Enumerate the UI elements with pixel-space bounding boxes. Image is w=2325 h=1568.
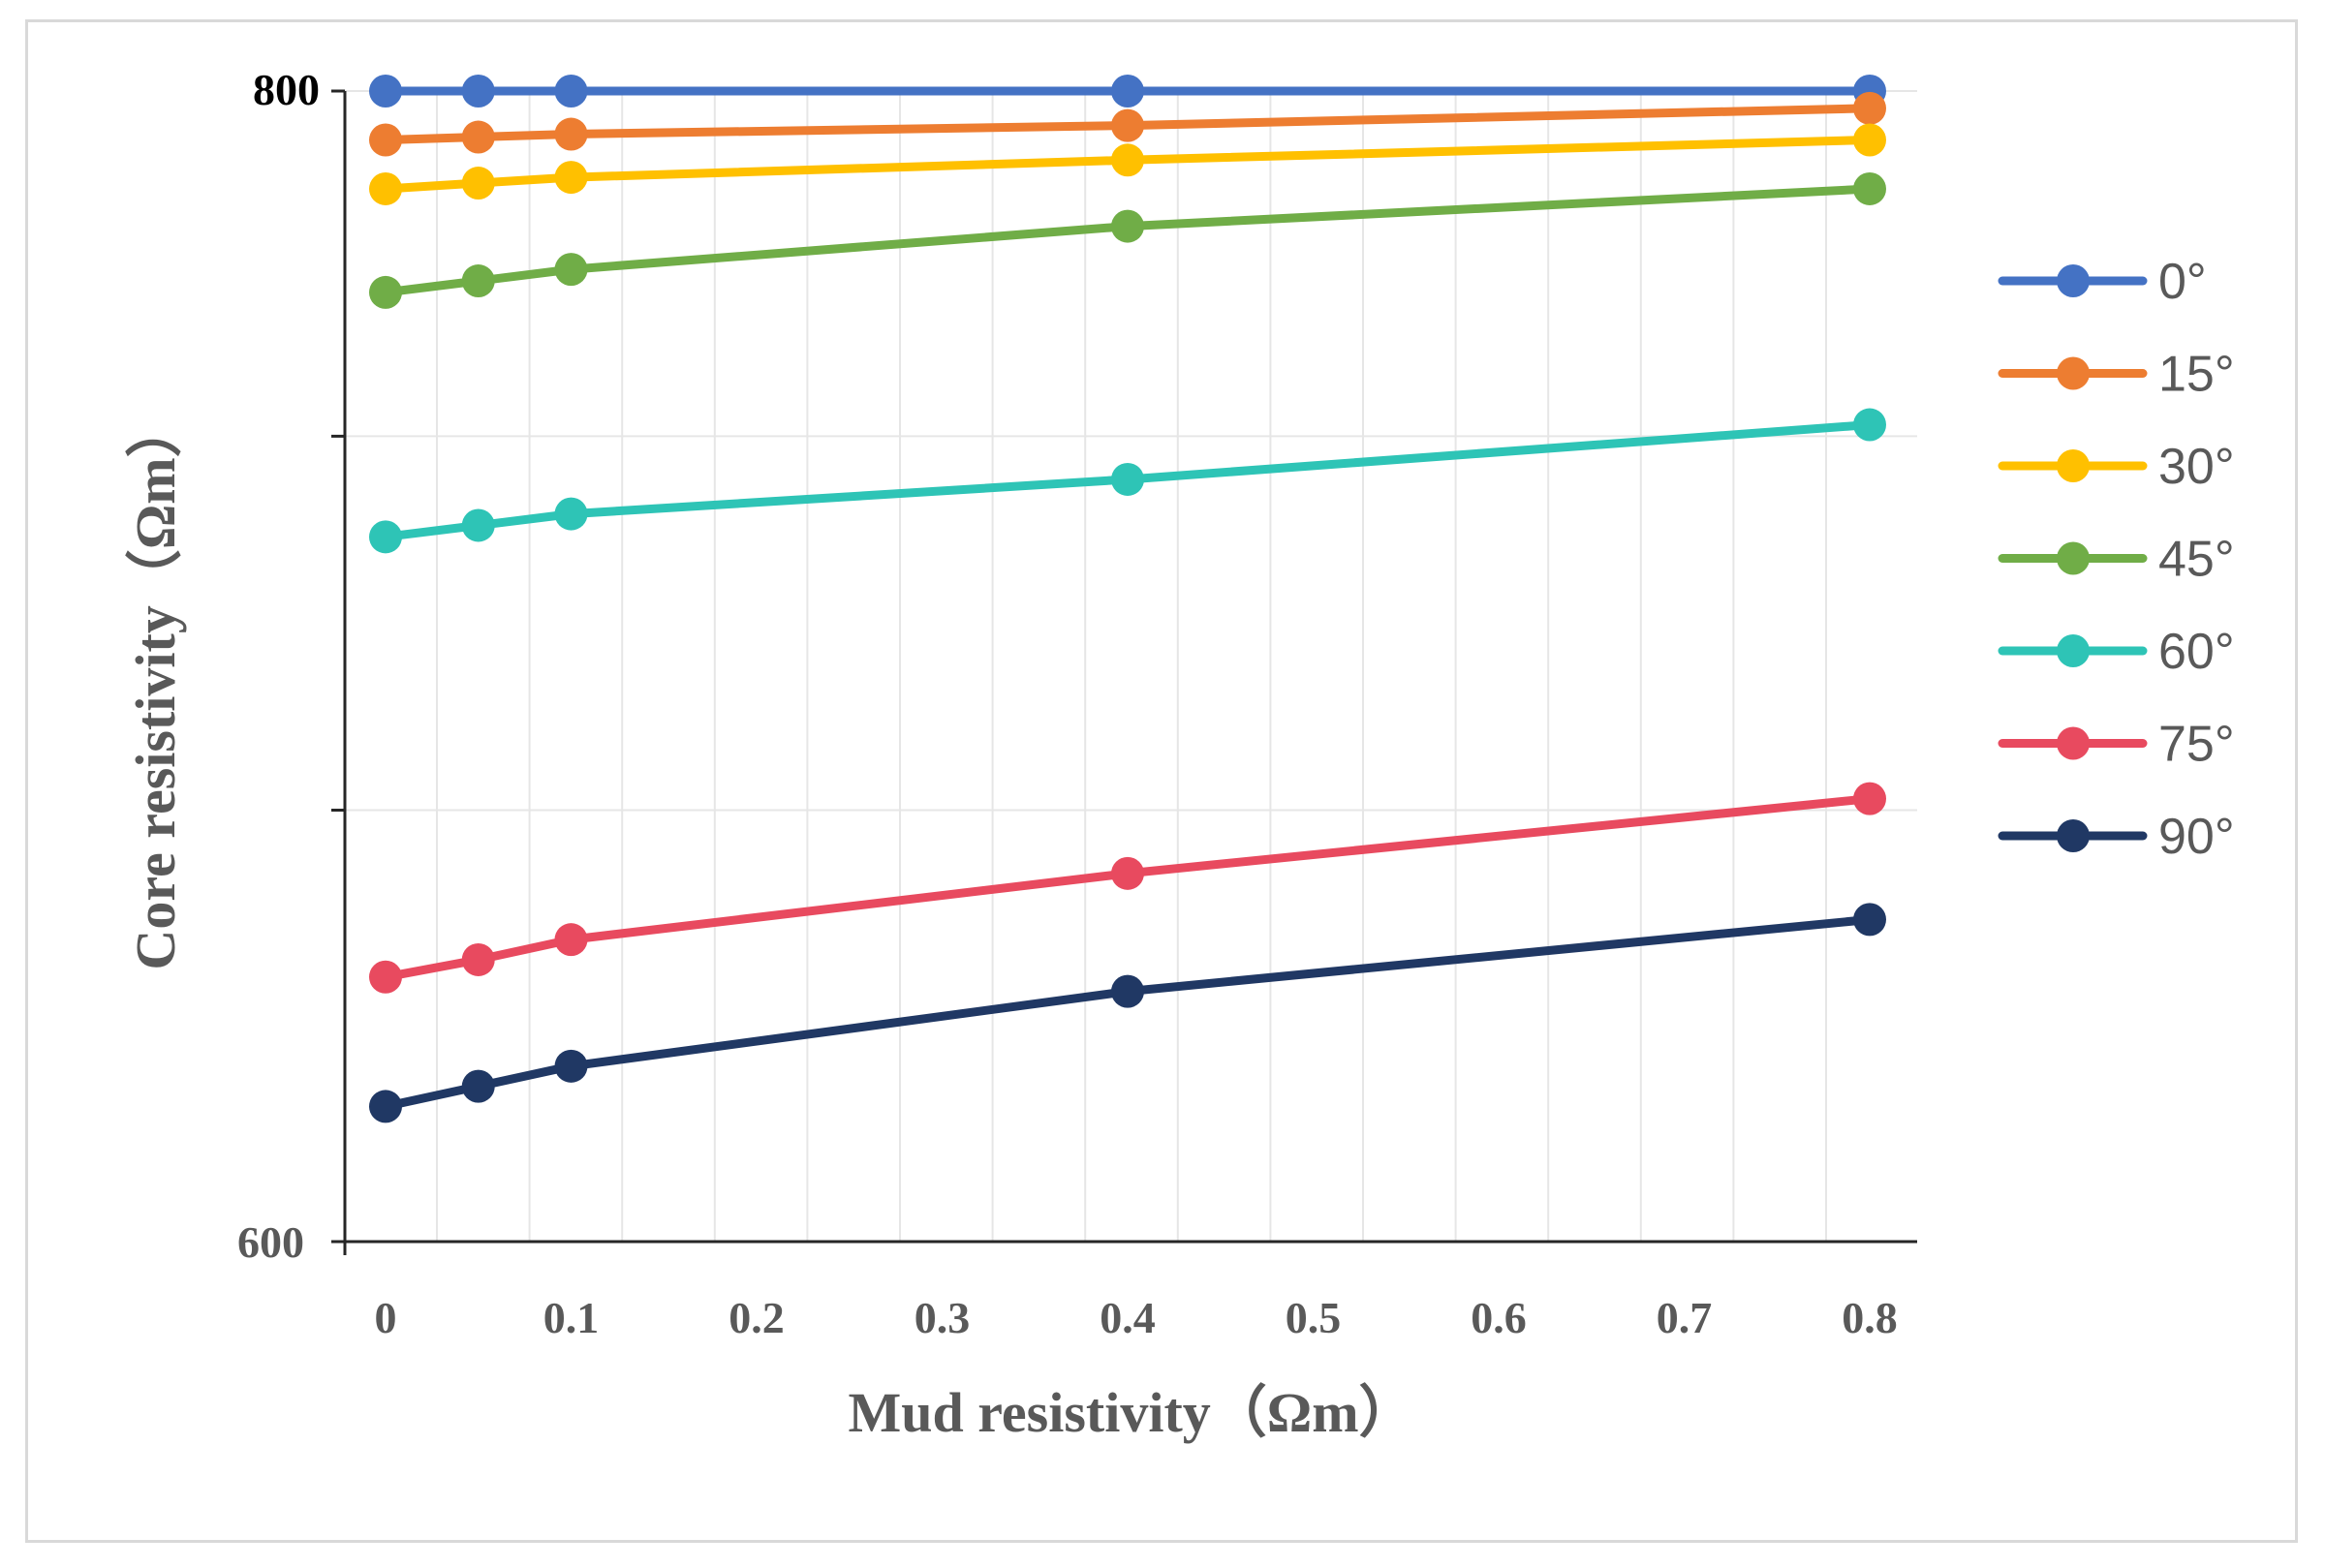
data-point [369, 520, 402, 554]
data-point [1111, 143, 1144, 177]
data-point [1853, 782, 1886, 815]
x-ticks: 0 0.1 0.2 0.3 0.4 0.5 0.6 0.7 0.8 [375, 1293, 1898, 1342]
data-point [554, 75, 588, 108]
data-point [1111, 462, 1144, 496]
data-point [369, 275, 402, 309]
y-ticks: 800 600 [237, 65, 320, 1267]
legend-swatch-marker [2057, 449, 2090, 482]
x-tick-label: 0.7 [1657, 1293, 1713, 1342]
x-tick-label: 0.8 [1842, 1293, 1898, 1342]
legend: 0° 15° 30° 45° 60° 75° 90° [1998, 254, 2235, 865]
x-tick-label: 0.2 [728, 1293, 785, 1342]
data-point [554, 161, 588, 195]
data-point [1111, 209, 1144, 243]
data-point [1853, 408, 1886, 442]
data-point [461, 75, 495, 108]
series-line [381, 914, 1875, 1111]
data-point [1111, 75, 1144, 108]
series-90° [369, 903, 1886, 1123]
legend-swatch-marker [2057, 356, 2090, 390]
legend-swatch-marker [2057, 264, 2090, 297]
data-point [369, 1090, 402, 1123]
data-point [1111, 108, 1144, 142]
x-tick-label: 0.4 [1100, 1293, 1156, 1342]
legend-label: 30° [2158, 439, 2235, 495]
x-tick-label: 0.6 [1471, 1293, 1527, 1342]
data-point [461, 942, 495, 976]
data-point [461, 508, 495, 542]
legend-swatch-marker [2057, 819, 2090, 852]
data-point [369, 960, 402, 994]
legend-item: 30° [1998, 439, 2235, 495]
x-axis-title: Mud resistivity（Ωm） [848, 1381, 1414, 1444]
y-tick-label: 800 [253, 65, 320, 114]
legend-item: 60° [1998, 624, 2235, 680]
legend-label: 45° [2158, 532, 2235, 588]
data-point [554, 923, 588, 957]
legend-label: 15° [2158, 347, 2235, 403]
data-point [554, 1049, 588, 1083]
y-axis-title: Core resistivity（Ωm） [124, 401, 187, 969]
data-point [461, 120, 495, 154]
data-point [554, 117, 588, 151]
x-tick-label: 0.3 [914, 1293, 971, 1342]
series-15° [369, 91, 1886, 157]
data-point [1853, 171, 1886, 205]
series-75° [369, 782, 1886, 994]
series-lines [369, 75, 1886, 1123]
legend-label: 60° [2158, 624, 2235, 680]
data-point [461, 264, 495, 298]
grid [345, 90, 1917, 1242]
data-point [369, 75, 402, 108]
data-point [554, 253, 588, 287]
chart-frame [25, 19, 2298, 1543]
data-point [461, 167, 495, 200]
legend-swatch-marker [2057, 726, 2090, 760]
series-30° [369, 123, 1886, 205]
data-point [369, 171, 402, 205]
data-point [1853, 123, 1886, 157]
x-tick-label: 0.1 [543, 1293, 600, 1342]
axes [331, 89, 1917, 1255]
legend-item: 15° [1998, 347, 2235, 403]
y-tick-label: 600 [237, 1217, 304, 1267]
series-60° [369, 408, 1886, 554]
legend-label: 75° [2158, 717, 2235, 773]
legend-swatch-marker [2057, 634, 2090, 667]
data-point [461, 1069, 495, 1103]
series-45° [369, 171, 1886, 309]
x-tick-label: 0 [375, 1293, 397, 1342]
series-0° [369, 75, 1886, 108]
legend-label: 0° [2158, 254, 2207, 310]
legend-item: 75° [1998, 717, 2235, 773]
data-point [1853, 91, 1886, 125]
data-point [1111, 856, 1144, 890]
legend-swatch-marker [2057, 541, 2090, 575]
x-tick-label: 0.5 [1286, 1293, 1342, 1342]
legend-label: 90° [2158, 809, 2235, 865]
legend-item: 45° [1998, 532, 2235, 588]
data-point [1853, 903, 1886, 937]
data-point [369, 123, 402, 157]
data-point [554, 497, 588, 531]
legend-item: 90° [1998, 809, 2235, 865]
data-point [1111, 974, 1144, 1008]
legend-item: 0° [1998, 254, 2207, 310]
